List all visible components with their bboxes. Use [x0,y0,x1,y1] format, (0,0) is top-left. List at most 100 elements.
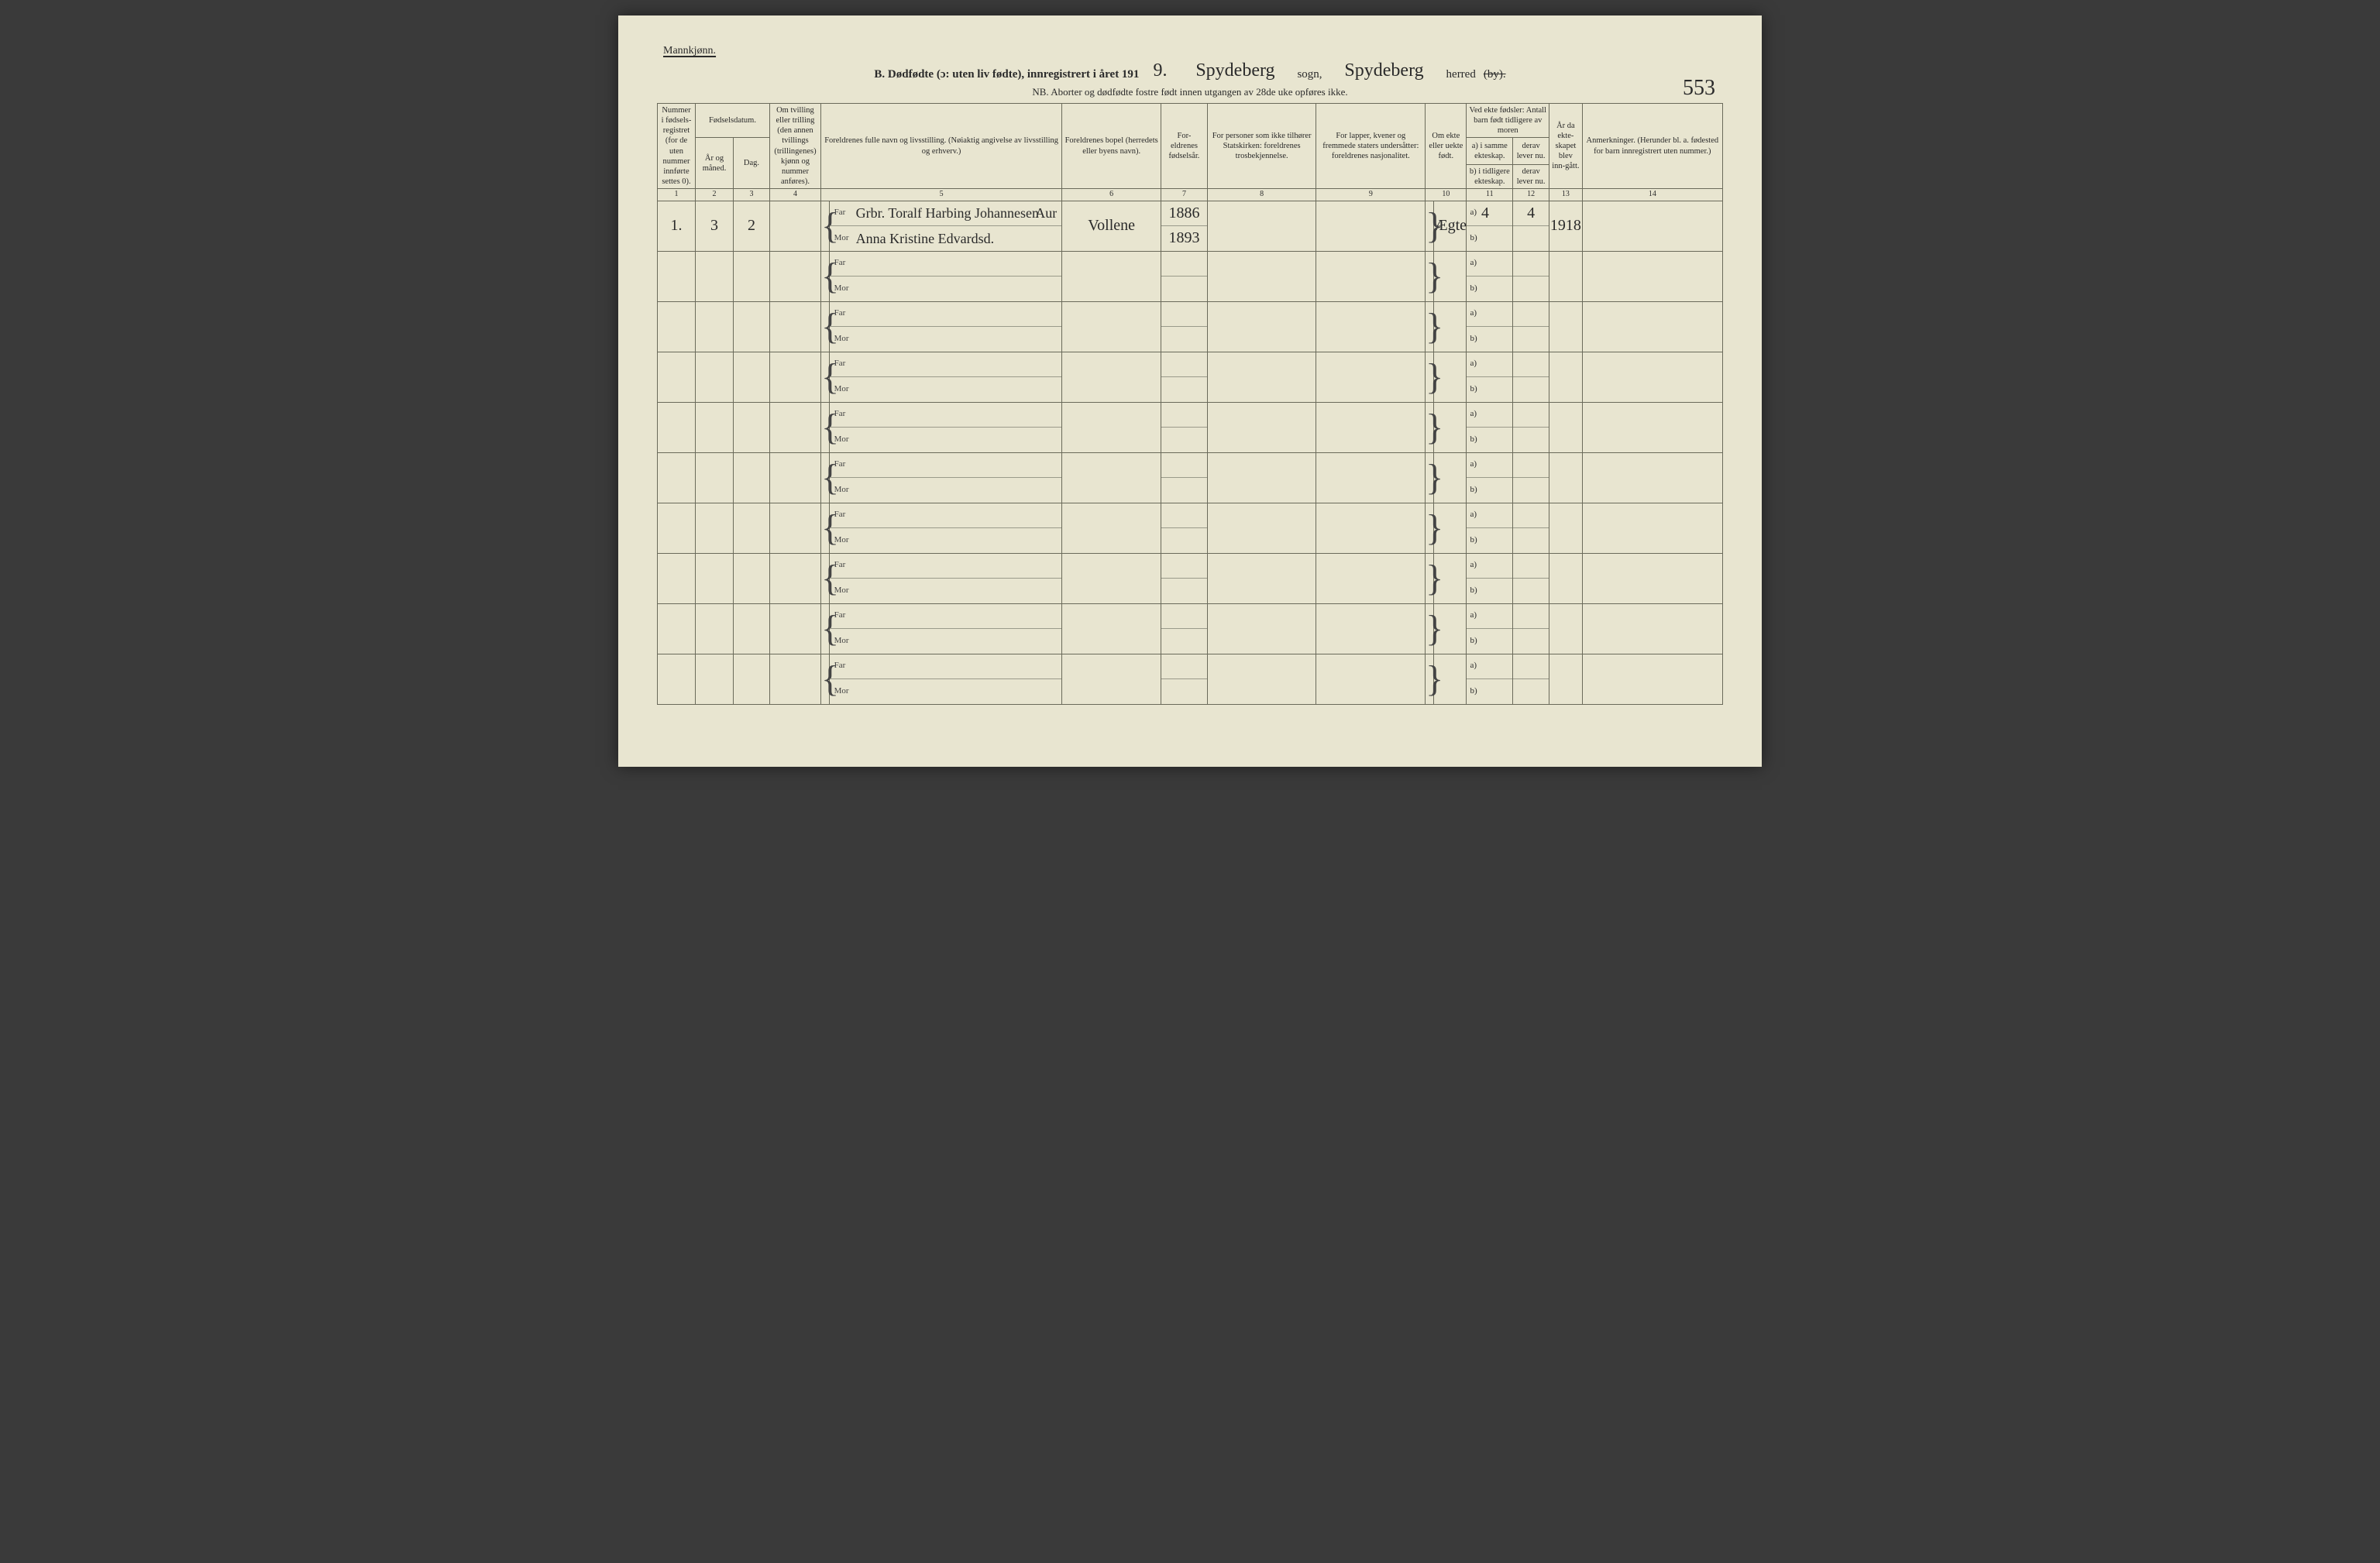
cell-num [658,654,696,704]
cell-year-month [696,352,734,402]
cell-birthyears [1161,503,1208,553]
gender-label: Mannkjønn. [663,45,716,57]
cell-ab: a) b) [1467,301,1513,352]
col-12b-header: derav lever nu. [1513,164,1549,188]
cell-birthyears [1161,251,1208,301]
col-8-header: For personer som ikke tilhører Statskirk… [1207,104,1316,189]
brace-right: } [1426,352,1434,402]
cell-lever [1513,553,1549,603]
cell-nasj [1316,452,1426,503]
brace-left: { [821,352,830,402]
cell-bopel [1062,452,1161,503]
cell-twin [769,352,820,402]
column-number-row: 1 2 3 4 5 6 7 8 9 10 11 12 13 14 [658,189,1723,201]
cell-num [658,352,696,402]
col-11b-header: b) i tidligere ekteskap. [1467,164,1513,188]
cell-year-month [696,603,734,654]
cell-lever: 4 [1513,201,1549,251]
cell-year-month: 3 [696,201,734,251]
cell-parents: Far Mor [829,553,1062,603]
cell-year-month [696,251,734,301]
cell-lever [1513,603,1549,654]
sogn-handwritten: Spydeberg [1181,60,1289,81]
cell-parents: Far Mor [829,503,1062,553]
cell-ab: a) b) [1467,452,1513,503]
cell-ab: a) b) [1467,654,1513,704]
cell-ab: a) b) [1467,402,1513,452]
cell-lever [1513,452,1549,503]
colnum: 8 [1207,189,1316,201]
cell-nasj [1316,301,1426,352]
cell-ekteskap-aar [1549,553,1583,603]
cell-nasj [1316,654,1426,704]
cell-birthyears [1161,603,1208,654]
cell-nasj [1316,201,1426,251]
col-6-header: Foreldrenes bopel (herredets eller byens… [1062,104,1161,189]
colnum: 11 [1467,189,1513,201]
cell-year-month [696,402,734,452]
cell-birthyears [1161,452,1208,503]
cell-year-month [696,452,734,503]
brace-right: } [1426,553,1434,603]
cell-ekteskap-aar [1549,301,1583,352]
cell-bopel [1062,251,1161,301]
colnum: 5 [821,189,1062,201]
cell-day [734,352,770,402]
cell-tros [1207,402,1316,452]
cell-parents: Far Mor [829,452,1062,503]
brace-left: { [821,201,830,251]
cell-day [734,402,770,452]
col-1-header: Nummer i fødsels-registret (for de uten … [658,104,696,189]
cell-bopel: Vollene [1062,201,1161,251]
cell-twin [769,452,820,503]
col-2-top-header: Fødselsdatum. [696,104,770,138]
cell-tros [1207,352,1316,402]
table-row: { Far Mor}a) b) [658,301,1723,352]
cell-twin [769,654,820,704]
sogn-label: sogn, [1297,68,1322,81]
cell-anm [1582,201,1722,251]
cell-year-month [696,503,734,553]
cell-tros [1207,452,1316,503]
herred-label: herred [1446,68,1476,81]
table-row: { Far Mor}a) b) [658,654,1723,704]
cell-ab: a) b) [1467,553,1513,603]
cell-ekteskap-aar [1549,352,1583,402]
cell-day [734,553,770,603]
cell-parents: Far Mor [829,654,1062,704]
brace-left: { [821,251,830,301]
cell-ab: a) b) [1467,251,1513,301]
cell-nasj [1316,553,1426,603]
col-11-top-header: Ved ekte fødsler: Antall barn født tidli… [1467,104,1549,138]
cell-num [658,452,696,503]
cell-parents: Far Mor [829,251,1062,301]
colnum: 9 [1316,189,1426,201]
cell-birthyears [1161,654,1208,704]
cell-parents: Far Mor [829,301,1062,352]
cell-anm [1582,352,1722,402]
cell-twin [769,603,820,654]
col-12a-header: derav lever nu. [1513,138,1549,164]
cell-twin [769,503,820,553]
table-row: { Far Mor}a) b) [658,251,1723,301]
cell-anm [1582,402,1722,452]
cell-ekteskap-aar [1549,251,1583,301]
brace-right: } [1426,654,1434,704]
brace-right: } [1426,301,1434,352]
colnum: 6 [1062,189,1161,201]
cell-tros [1207,201,1316,251]
cell-bopel [1062,603,1161,654]
cell-lever [1513,251,1549,301]
colnum: 12 [1513,189,1549,201]
herred-strike: (by). [1484,68,1506,81]
cell-anm [1582,452,1722,503]
col-2a-header: År og måned. [696,138,734,189]
col-10-header: Om ekte eller uekte født. [1426,104,1467,189]
year-handwritten: 9. [1147,60,1173,81]
colnum: 14 [1582,189,1722,201]
cell-day [734,251,770,301]
col-14-header: Anmerkninger. (Herunder bl. a. fødested … [1582,104,1722,189]
cell-bopel [1062,352,1161,402]
sub-title-text: NB. Aborter og dødfødte fostre født inne… [1032,86,1347,98]
cell-ekteskap-aar [1549,503,1583,553]
